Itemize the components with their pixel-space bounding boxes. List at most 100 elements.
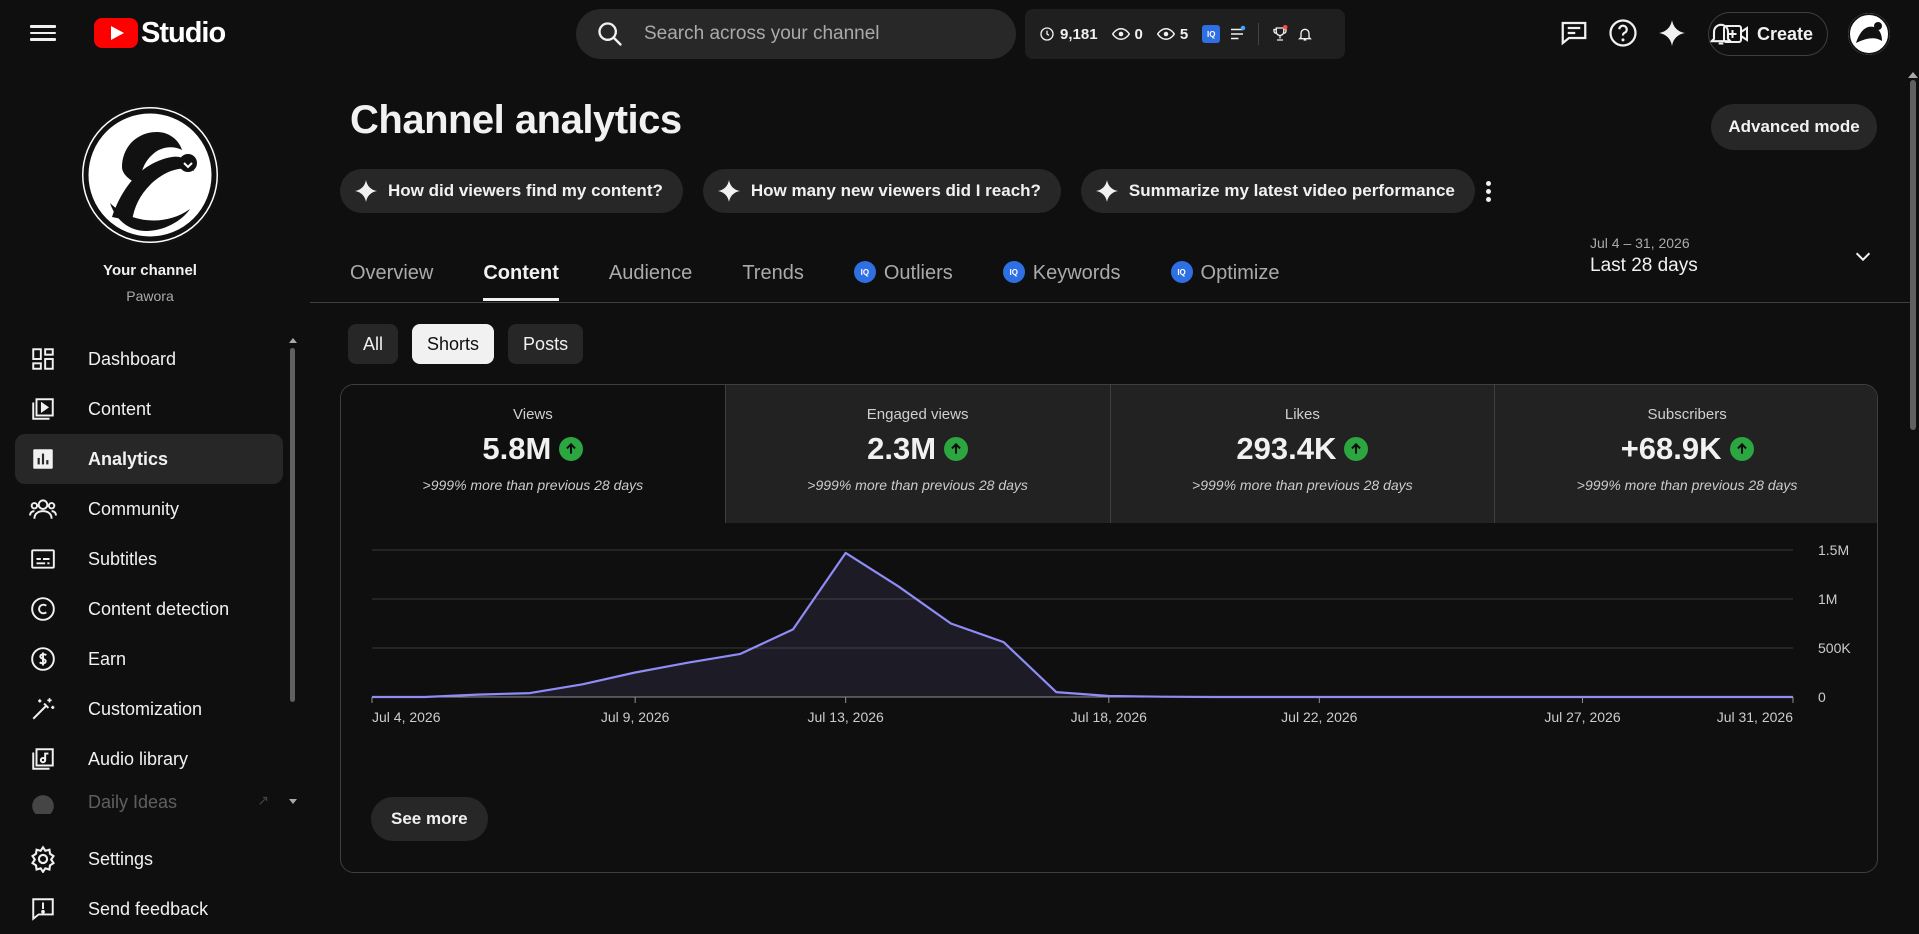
- metric-subscribers[interactable]: Subscribers +68.9K >999% more than previ…: [1494, 385, 1877, 523]
- search-box[interactable]: [576, 9, 1016, 59]
- chip-label: How did viewers find my content?: [388, 181, 663, 200]
- tab-label: Overview: [350, 262, 434, 284]
- watch-count: 9,181: [1060, 25, 1098, 43]
- channel-name: Pawora: [126, 288, 174, 304]
- sidebar-item-earn[interactable]: Earn: [15, 634, 283, 684]
- chip-find-content[interactable]: How did viewers find my content?: [340, 169, 683, 213]
- sidebar-item-label: Content: [88, 398, 152, 419]
- scroll-up-icon[interactable]: [1908, 72, 1918, 78]
- copyright-icon: [29, 595, 57, 623]
- chip-summarize-video[interactable]: Summarize my latest video performance: [1080, 169, 1475, 213]
- filter-shorts[interactable]: Shorts: [412, 324, 495, 364]
- sparkle-icon[interactable]: [1654, 15, 1690, 51]
- sidebar-item-subtitles[interactable]: Subtitles: [15, 534, 283, 584]
- metric-value-row: 5.8M: [482, 431, 584, 467]
- stats-divider: [1258, 23, 1260, 45]
- channel-avatar[interactable]: [79, 104, 221, 246]
- eye-icon: [1156, 27, 1175, 41]
- logo-text: Studio: [141, 16, 226, 49]
- x-tick-label: Jul 9, 2026: [601, 709, 670, 725]
- metric-label: Likes: [1284, 406, 1320, 423]
- filter-all[interactable]: All: [348, 324, 399, 364]
- analytics-tabs: Overview Content Audience Trends IQ Outli…: [350, 261, 1329, 330]
- channel-label: Your channel: [103, 262, 197, 279]
- bell-small-icon[interactable]: [1297, 26, 1313, 42]
- metric-engaged-views[interactable]: Engaged views 2.3M >999% more than previ…: [724, 385, 1110, 523]
- chip-label: How many new viewers did I reach?: [750, 181, 1041, 200]
- metric-delta: >999% more than previous 28 days: [1192, 477, 1413, 493]
- chip-label: Summarize my latest video performance: [1128, 181, 1455, 200]
- sidebar-item-label: Content detection: [88, 598, 230, 619]
- sidebar-item-label: Subtitles: [88, 548, 158, 569]
- sidebar-item-content-detection[interactable]: Content detection: [15, 584, 283, 634]
- content-icon: [29, 395, 57, 423]
- ai-suggestion-chips: How did viewers find my content? How man…: [340, 169, 1475, 213]
- account-avatar[interactable]: [1848, 13, 1890, 55]
- sidebar-item-community[interactable]: Community: [15, 484, 283, 534]
- iq-icon[interactable]: IQ: [1202, 25, 1221, 43]
- subtitles-icon: [29, 545, 57, 573]
- x-tick-label: Jul 22, 2026: [1281, 709, 1357, 725]
- eye-icon: [1111, 27, 1130, 41]
- magic-wand-icon: [29, 695, 57, 723]
- views-stat-a: 0: [1111, 26, 1143, 43]
- x-tick-label: Jul 18, 2026: [1071, 709, 1147, 725]
- sidebar-item-daily-ideas[interactable]: Daily Ideas ↗: [15, 784, 283, 814]
- sidebar-item-content[interactable]: Content: [15, 384, 283, 434]
- page-title: Channel analytics: [350, 98, 682, 142]
- metric-value-row: +68.9K: [1621, 431, 1754, 467]
- youtube-play-icon: [94, 18, 138, 48]
- studio-logo[interactable]: Studio: [94, 15, 226, 51]
- tab-optimize[interactable]: IQ Optimize: [1170, 261, 1279, 312]
- tab-content[interactable]: Content: [483, 262, 559, 312]
- sidebar-item-send-feedback[interactable]: Send feedback: [15, 884, 283, 934]
- tabs-divider: [310, 302, 1910, 303]
- sparkle-icon: [355, 180, 377, 202]
- sidebar-item-dashboard[interactable]: Dashboard: [15, 334, 283, 384]
- sidebar-item-analytics[interactable]: Analytics: [15, 434, 283, 484]
- gear-icon: [29, 845, 57, 873]
- main-scrollbar[interactable]: [1910, 80, 1916, 430]
- tab-keywords[interactable]: IQ Keywords: [1002, 261, 1121, 312]
- list-icon[interactable]: [1228, 25, 1246, 43]
- trophy-icon[interactable]: [1271, 25, 1289, 43]
- help-icon[interactable]: [1605, 15, 1641, 51]
- comment-feedback-icon[interactable]: [1556, 15, 1592, 51]
- sidebar-scrollbar[interactable]: [290, 348, 295, 702]
- sidebar-item-label: Analytics: [88, 448, 169, 469]
- chip-new-viewers[interactable]: How many new viewers did I reach?: [702, 169, 1061, 213]
- search-input[interactable]: [644, 23, 984, 45]
- sidebar-item-label: Dashboard: [88, 348, 177, 369]
- metrics-card: Views 5.8M >999% more than previous 28 d…: [340, 384, 1878, 873]
- create-button[interactable]: Create: [1708, 12, 1828, 56]
- metric-views[interactable]: Views 5.8M >999% more than previous 28 d…: [341, 385, 725, 523]
- tab-audience[interactable]: Audience: [609, 262, 692, 312]
- tab-label: Audience: [608, 262, 693, 284]
- sidebar-item-audio-library[interactable]: Audio library: [15, 734, 283, 784]
- tab-outliers[interactable]: IQ Outliers: [853, 261, 953, 312]
- metric-label: Engaged views: [866, 406, 969, 423]
- tab-trends[interactable]: Trends: [742, 262, 804, 312]
- see-more-button[interactable]: See more: [371, 797, 488, 841]
- sidebar-item-label: Settings: [88, 848, 154, 869]
- iq-icon: IQ: [1002, 261, 1025, 283]
- sidebar-item-settings[interactable]: Settings: [15, 834, 283, 884]
- sidebar-scroll-up-icon[interactable]: [289, 338, 297, 343]
- sidebar-scroll-down-icon[interactable]: [289, 799, 297, 804]
- filter-posts[interactable]: Posts: [508, 324, 584, 364]
- search-icon: [598, 22, 622, 46]
- advanced-mode-button[interactable]: Advanced mode: [1711, 104, 1877, 150]
- realtime-stats[interactable]: 9,181 0 5 IQ: [1025, 9, 1345, 59]
- arrow-up-icon: [559, 437, 584, 461]
- tab-overview[interactable]: Overview: [350, 262, 433, 312]
- y-tick-label: 0: [1818, 689, 1826, 705]
- sidebar-nav: Dashboard Content Analytics Community Su…: [15, 334, 283, 814]
- sidebar-item-customization[interactable]: Customization: [15, 684, 283, 734]
- menu-icon[interactable]: [30, 21, 56, 45]
- date-range-picker[interactable]: Jul 4 – 31, 2026 Last 28 days: [1590, 235, 1890, 277]
- more-options-icon[interactable]: [1473, 176, 1503, 206]
- metric-likes[interactable]: Likes 293.4K >999% more than previous 28…: [1109, 385, 1495, 523]
- sidebar-item-label: Daily Ideas: [88, 792, 178, 812]
- metric-value-row: 2.3M: [867, 431, 969, 467]
- metric-value: 5.8M: [482, 431, 552, 466]
